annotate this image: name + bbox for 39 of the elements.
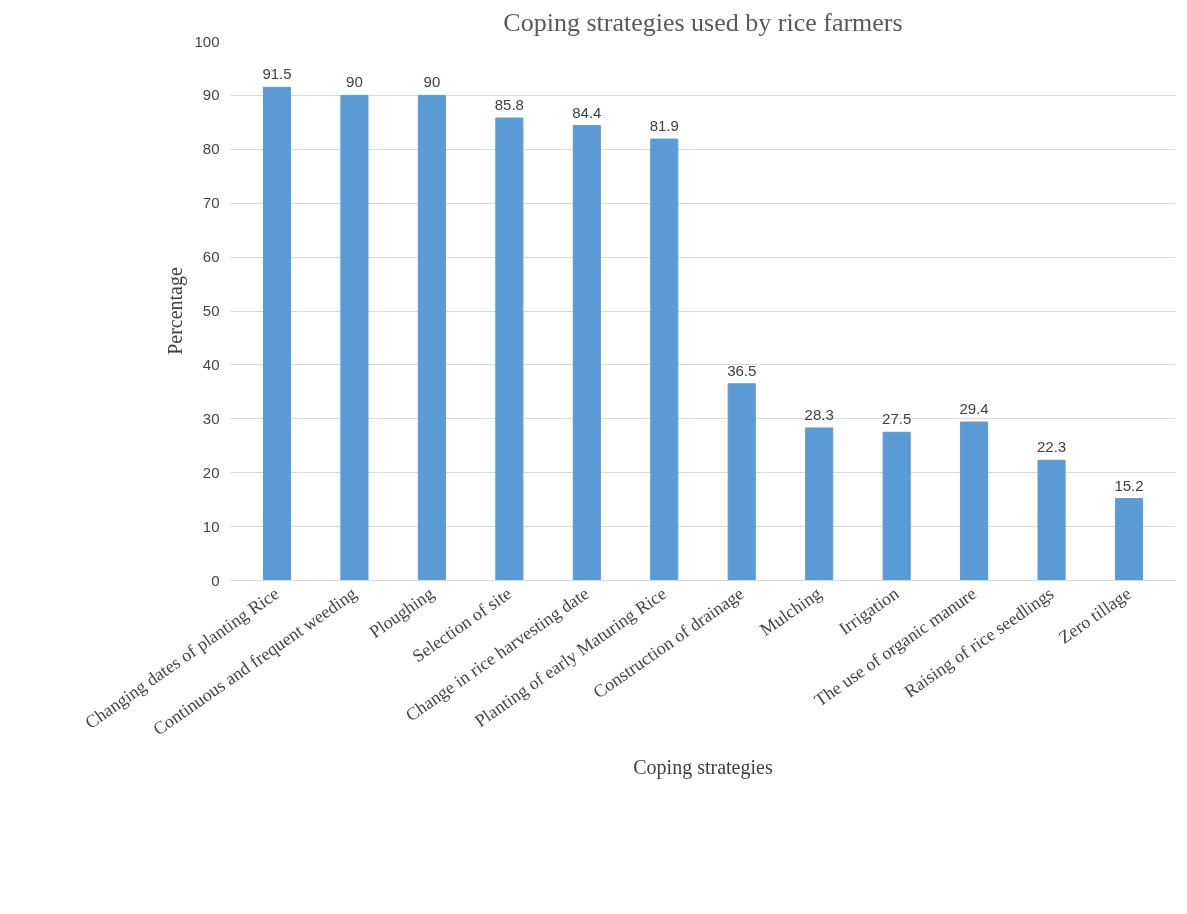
bar <box>340 94 369 581</box>
y-tick-label: 80 <box>202 140 220 158</box>
chart-title: Coping strategies used by rice farmers <box>503 7 903 37</box>
data-label: 28.3 <box>804 405 834 423</box>
bar <box>805 427 834 581</box>
data-label: 91.5 <box>262 65 292 83</box>
bar <box>417 94 446 581</box>
bar <box>960 421 989 581</box>
bar <box>495 117 524 581</box>
x-tick-label: Zero tillage <box>1054 583 1135 648</box>
bar <box>882 431 911 581</box>
data-label: 85.8 <box>494 96 524 114</box>
y-tick-label: 100 <box>194 32 220 50</box>
x-axis-title: Coping strategies <box>633 755 773 779</box>
data-label: 81.9 <box>649 117 679 135</box>
y-tick-label: 40 <box>202 355 220 373</box>
bar <box>1114 498 1144 581</box>
data-label: 84.4 <box>572 103 602 121</box>
bar <box>1037 459 1066 581</box>
y-tick-label: 30 <box>202 409 220 427</box>
y-tick-label: 10 <box>202 517 220 535</box>
data-label: 29.4 <box>959 400 989 418</box>
data-label: 90 <box>346 73 363 91</box>
y-axis-title: Percentage <box>164 267 188 355</box>
y-tick-label: 0 <box>211 571 220 589</box>
data-label: 90 <box>423 73 441 91</box>
y-tick-label: 70 <box>202 194 220 212</box>
y-tick-label: 50 <box>202 302 220 319</box>
y-tick-label: 20 <box>202 463 220 481</box>
y-tick-label: 90 <box>202 86 220 104</box>
data-label: 27.5 <box>882 410 912 428</box>
data-label: 36.5 <box>727 361 757 379</box>
y-tick-label: 60 <box>202 248 220 266</box>
data-label: 15.2 <box>1114 476 1144 494</box>
bar <box>727 383 756 581</box>
bar <box>650 138 679 581</box>
bar <box>572 125 601 581</box>
data-label: 22.3 <box>1036 438 1067 456</box>
bar <box>262 86 292 581</box>
